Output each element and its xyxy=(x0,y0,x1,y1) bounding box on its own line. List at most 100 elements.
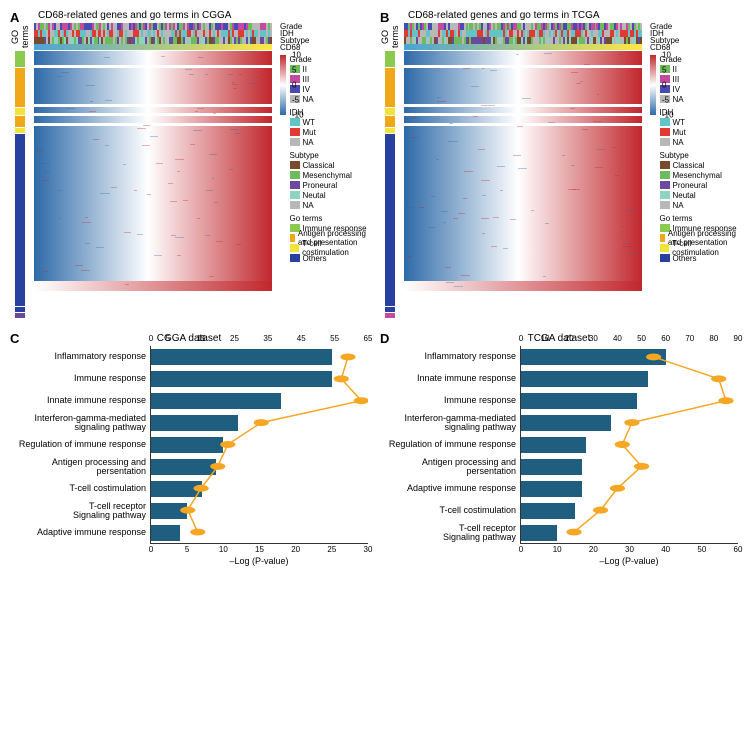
legend-item: NA xyxy=(660,94,739,104)
legend-go: Go termsImmune responseAntigen processin… xyxy=(660,214,739,263)
bar xyxy=(151,481,202,497)
bar xyxy=(521,349,666,365)
bar xyxy=(151,503,187,519)
go-terms-axis-label: GO terms xyxy=(380,23,400,51)
legend-label: NA xyxy=(303,201,314,210)
top-tick: 0 xyxy=(519,334,523,343)
scale-tick: 5 xyxy=(292,66,296,75)
scale-tick: 0 xyxy=(292,81,296,90)
legend-item: Proneural xyxy=(660,180,739,190)
legend-label: WT xyxy=(673,118,685,127)
legend-swatch xyxy=(290,181,300,189)
bar xyxy=(151,349,332,365)
panel-a-title: CD68-related genes and go terms in CGGA xyxy=(38,10,368,21)
legend-label: NA xyxy=(673,95,684,104)
anno-row-grade xyxy=(404,23,642,30)
xlabel: –Log (P-value) xyxy=(520,556,738,566)
category-label: T-cell receptorSignaling pathway xyxy=(380,522,516,544)
top-tick: 55 xyxy=(330,334,339,343)
legend-item: Neutal xyxy=(660,190,739,200)
category-label: Antigen processing andpersentation xyxy=(380,456,516,478)
bottom-tick: 25 xyxy=(327,545,336,554)
bar xyxy=(521,525,557,541)
legend-item: IV xyxy=(660,84,739,94)
legend-subtype: SubtypeClassicalMesenchymalProneuralNeut… xyxy=(290,151,369,210)
legend-title: Grade xyxy=(660,55,739,64)
go-terms-axis-label: GO terms xyxy=(10,23,30,51)
legend-grade: GradeIIIIIIVNA xyxy=(290,55,369,104)
legend-swatch xyxy=(660,171,670,179)
legend-label: Neutal xyxy=(303,191,326,200)
legend-item: III xyxy=(660,74,739,84)
legend-go: Go termsImmune responseAntigen processin… xyxy=(290,214,369,263)
top-tick: 10 xyxy=(541,334,550,343)
bottom-tick: 20 xyxy=(589,545,598,554)
category-label: Innate immune response xyxy=(10,390,146,412)
go-terms-column xyxy=(15,51,25,319)
heatmap-a xyxy=(34,51,272,291)
legend-swatch xyxy=(290,161,300,169)
bar xyxy=(521,459,582,475)
heatmap-a-main xyxy=(34,23,272,319)
category-label: Antigen processing andpersentation xyxy=(10,456,146,478)
legend-swatch xyxy=(660,138,670,146)
legend-label: IV xyxy=(673,85,681,94)
legend-label: Mesenchymal xyxy=(303,171,352,180)
legend-label: II xyxy=(303,65,307,74)
category-label: Regulation of immune response xyxy=(380,434,516,456)
legend-label: NA xyxy=(303,95,314,104)
bar xyxy=(151,525,180,541)
go-terms-column xyxy=(385,51,395,319)
legend-swatch xyxy=(660,244,670,252)
legend-label: III xyxy=(303,75,310,84)
legend-label: WT xyxy=(303,118,315,127)
anno-row-cd68 xyxy=(34,44,272,50)
top-tick: 50 xyxy=(637,334,646,343)
scale-tick: -5 xyxy=(662,96,669,105)
legend-item: Classical xyxy=(660,160,739,170)
top-tick: 70 xyxy=(685,334,694,343)
legend-swatch xyxy=(290,128,300,136)
legend-label: NA xyxy=(673,201,684,210)
legend-swatch xyxy=(660,181,670,189)
legend-label: Classical xyxy=(673,161,705,170)
category-label: T-cell receptorSignaling pathway xyxy=(10,500,146,522)
figure-grid: A CD68-related genes and go terms in CGG… xyxy=(10,10,738,566)
bar xyxy=(151,415,238,431)
heatmap-b xyxy=(404,51,642,291)
bar xyxy=(151,459,216,475)
bar xyxy=(151,437,223,453)
legend-label: III xyxy=(673,75,680,84)
bottom-tick: 60 xyxy=(734,545,743,554)
panel-d-letter: D xyxy=(380,331,389,346)
legend-swatch xyxy=(290,234,295,242)
bottom-tick: 15 xyxy=(255,545,264,554)
category-label: Innate immune response xyxy=(380,368,516,390)
legend-label: NA xyxy=(303,138,314,147)
legend-swatch xyxy=(290,201,300,209)
color-scale: 1050-5-10 xyxy=(650,55,656,115)
anno-row-idh xyxy=(34,30,272,37)
top-tick: 30 xyxy=(589,334,598,343)
scale-tick: 10 xyxy=(292,51,301,60)
top-tick: 15 xyxy=(197,334,206,343)
scale-tick: -5 xyxy=(292,96,299,105)
legend-label: NA xyxy=(673,138,684,147)
legend-swatch xyxy=(290,138,300,146)
legend-label: Others xyxy=(303,254,327,263)
bottom-x-axis: 051015202530 xyxy=(151,545,368,555)
legend-item: Proneural xyxy=(290,180,369,190)
bottom-tick: 30 xyxy=(364,545,373,554)
bar xyxy=(521,393,637,409)
bottom-tick: 10 xyxy=(219,545,228,554)
legend-label: Neutal xyxy=(673,191,696,200)
anno-row-cd68 xyxy=(404,44,642,50)
bar xyxy=(521,415,611,431)
category-label: Interferon-gamma-mediatedsignaling pathw… xyxy=(10,412,146,434)
bar xyxy=(521,503,575,519)
category-label: Regulation of immune response xyxy=(10,434,146,456)
bar xyxy=(521,371,648,387)
legend-swatch xyxy=(660,201,670,209)
bottom-tick: 10 xyxy=(553,545,562,554)
bottom-tick: 0 xyxy=(149,545,153,554)
